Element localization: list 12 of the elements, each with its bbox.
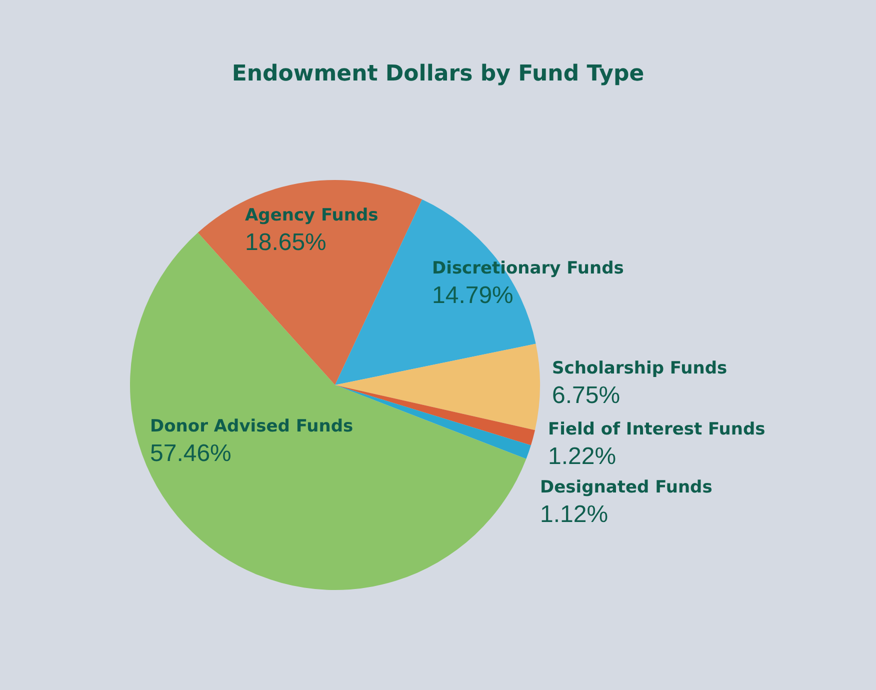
data-label: 1.22%: [548, 443, 616, 470]
data-label: 57.46%: [150, 440, 232, 467]
slice-label: Scholarship Funds: [552, 358, 728, 378]
data-label: 18.65%: [245, 229, 326, 256]
chart-title: Endowment Dollars by Fund Type: [232, 62, 644, 86]
data-label: 1.12%: [540, 501, 608, 528]
slice-label: Designated Funds: [540, 478, 712, 498]
data-label: 14.79%: [432, 282, 514, 309]
slice-label: Donor Advised Funds: [150, 416, 354, 436]
slice-label: Agency Funds: [245, 206, 378, 226]
slice-label: Field of Interest Funds: [548, 420, 766, 440]
data-label: 6.75%: [552, 382, 620, 409]
